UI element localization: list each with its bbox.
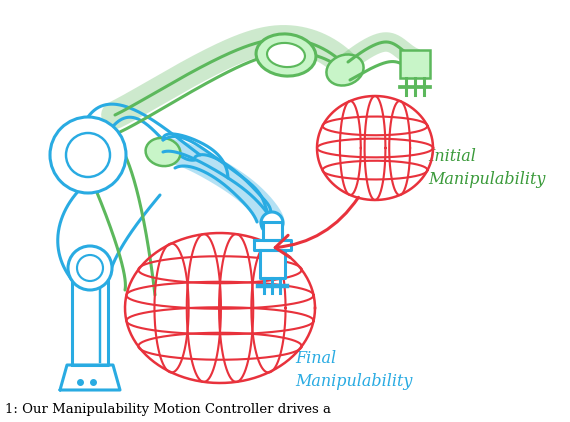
Polygon shape xyxy=(60,365,120,390)
Polygon shape xyxy=(400,50,430,78)
Text: Initial
Manipulability: Initial Manipulability xyxy=(428,148,545,188)
FancyArrowPatch shape xyxy=(275,197,359,257)
Ellipse shape xyxy=(327,54,364,86)
Ellipse shape xyxy=(256,34,316,76)
Ellipse shape xyxy=(145,138,180,166)
Circle shape xyxy=(261,212,283,234)
Polygon shape xyxy=(263,222,282,240)
Text: 1: Our Manipulability Motion Controller drives a: 1: Our Manipulability Motion Controller … xyxy=(5,403,331,416)
Ellipse shape xyxy=(267,43,305,67)
Circle shape xyxy=(68,246,112,290)
Polygon shape xyxy=(72,280,108,365)
Text: Final
Manipulability: Final Manipulability xyxy=(295,350,412,390)
Polygon shape xyxy=(254,240,291,250)
Polygon shape xyxy=(260,250,285,278)
Circle shape xyxy=(50,117,126,193)
